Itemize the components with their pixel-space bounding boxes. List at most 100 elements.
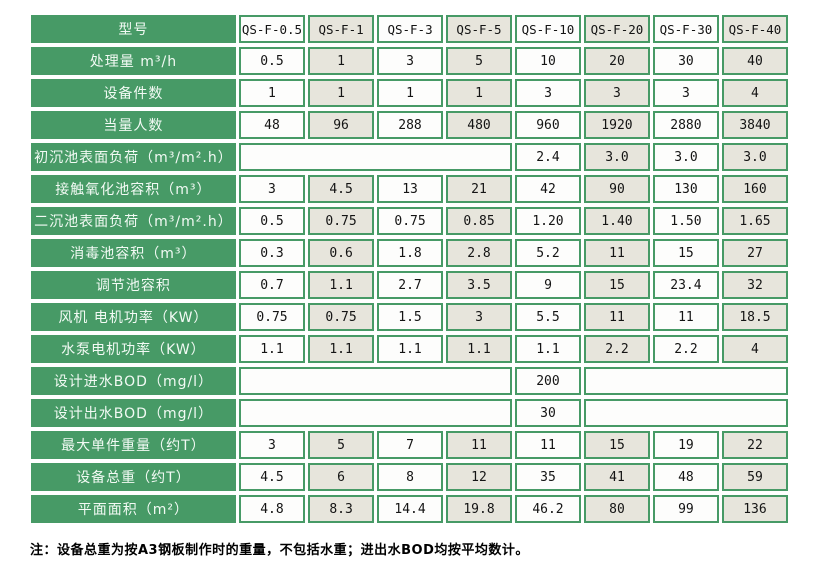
table-row: 二沉池表面负荷（m³/m².h） 0.5 0.75 0.75 0.85 1.20 1.40 1… [31,207,788,235]
value-cell: 41 [583,463,650,491]
value-cell: 15 [583,271,650,299]
value-cell: 48 [652,463,719,491]
value-cell: 13 [377,175,444,203]
value-cell: 2.4 [514,143,581,171]
value-cell: 18.5 [721,303,788,331]
model-header-cell: QS-F-40 [721,15,788,43]
value-cell: 5 [446,47,512,75]
value-cell: 3 [238,175,306,203]
value-cell: 15 [583,431,650,459]
value-cell: 3.5 [446,271,512,299]
value-cell: 130 [652,175,719,203]
table-body: 处理量 m³/h 0.5 1 3 5 10 20 30 40 设备件数 1 1 1 1 3 3 3 4 当量人数 48… [31,47,788,523]
value-cell: 8 [377,463,444,491]
value-cell: 1.1 [238,335,306,363]
model-header-cell: QS-F-5 [446,15,512,43]
value-cell: 3 [238,431,306,459]
value-cell: 11 [652,303,719,331]
value-cell: 1.5 [377,303,444,331]
value-cell: 2.7 [377,271,444,299]
footnote: 注：设备总重为按A3钢板制作时的重量，不包括水重；进出水BOD均按平均数计。 [30,543,529,558]
value-cell: 40 [721,47,788,75]
value-cell: 90 [583,175,650,203]
table-row: 最大单件重量（约T） 3 5 7 11 11 15 19 22 [31,431,788,459]
value-cell: 1 [308,79,375,107]
value-cell: 9 [514,271,581,299]
table-row: 处理量 m³/h 0.5 1 3 5 10 20 30 40 [31,47,788,75]
value-cell: 0.75 [377,207,444,235]
value-cell: 10 [514,47,581,75]
value-cell: 22 [721,431,788,459]
value-cell: 1.1 [308,335,375,363]
row-label-cell: 水泵电机功率（KW） [31,335,236,363]
value-cell: 1.1 [446,335,512,363]
value-cell: 5.2 [514,239,581,267]
value-cell: 20 [583,47,650,75]
value-cell: 7 [377,431,444,459]
value-cell: 11 [446,431,512,459]
value-cell: 23.4 [652,271,719,299]
value-cell: 5.5 [514,303,581,331]
value-cell: 1.1 [308,271,375,299]
value-cell: 3.0 [721,143,788,171]
value-cell: 27 [721,239,788,267]
value-cell: 3 [446,303,512,331]
value-cell: 4.5 [238,463,306,491]
value-cell: 0.3 [238,239,306,267]
model-header-cell: QS-F-1 [308,15,375,43]
value-cell: 12 [446,463,512,491]
value-cell: 11 [583,239,650,267]
value-cell: 3 [514,79,581,107]
table-row: 调节池容积 0.7 1.1 2.7 3.5 9 15 23.4 32 [31,271,788,299]
value-cell: 0.7 [238,271,306,299]
model-header-cell: QS-F-30 [652,15,719,43]
value-cell: 6 [308,463,375,491]
model-header-cell: QS-F-3 [377,15,444,43]
table-row: 设备总重（约T） 4.5 6 8 12 35 41 48 59 [31,463,788,491]
row-label-cell: 设计出水BOD（mg/l） [31,399,236,427]
value-cell: 35 [514,463,581,491]
model-header-cell: QS-F-20 [583,15,650,43]
table-row: 设备件数 1 1 1 1 3 3 3 4 [31,79,788,107]
row-label-cell: 风机 电机功率（KW） [31,303,236,331]
value-cell: 288 [377,111,444,139]
row-label-cell: 初沉池表面负荷（m³/m².h） [31,143,236,171]
value-cell: 11 [514,431,581,459]
value-cell: 4.8 [238,495,306,523]
table-row: 设计出水BOD（mg/l） 30 [31,399,788,427]
value-cell: 960 [514,111,581,139]
value-cell: 3 [377,47,444,75]
row-label-cell: 处理量 m³/h [31,47,236,75]
row-label-cell: 设计进水BOD（mg/l） [31,367,236,395]
value-cell: 14.4 [377,495,444,523]
value-cell: 0.85 [446,207,512,235]
value-cell: 80 [583,495,650,523]
value-cell: 0.5 [238,207,306,235]
value-cell: 1.1 [514,335,581,363]
value-cell: 8.3 [308,495,375,523]
value-cell: 136 [721,495,788,523]
corner-cell: 型号 [31,15,236,43]
table-row: 平面面积（m²） 4.8 8.3 14.4 19.8 46.2 80 99 136 [31,495,788,523]
value-cell: 1 [238,79,306,107]
row-label-cell: 二沉池表面负荷（m³/m².h） [31,207,236,235]
row-label-cell: 平面面积（m²） [31,495,236,523]
table-row: 水泵电机功率（KW） 1.1 1.1 1.1 1.1 1.1 2.2 2.2 4 [31,335,788,363]
value-cell: 1 [446,79,512,107]
value-cell: 0.75 [238,303,306,331]
value-cell: 1.40 [583,207,650,235]
value-cell: 1920 [583,111,650,139]
value-cell: 48 [238,111,306,139]
value-cell: 1 [308,47,375,75]
empty-merged-cell [583,367,788,395]
row-label-cell: 设备件数 [31,79,236,107]
model-header-cell: QS-F-0.5 [238,15,306,43]
value-cell: 42 [514,175,581,203]
value-cell: 1.20 [514,207,581,235]
row-label-cell: 最大单件重量（约T） [31,431,236,459]
header-row: 型号 QS-F-0.5 QS-F-1 QS-F-3 QS-F-5 QS-F-10 QS-F-… [31,15,788,43]
value-cell: 0.75 [308,207,375,235]
value-cell: 3.0 [652,143,719,171]
value-cell: 2.2 [583,335,650,363]
